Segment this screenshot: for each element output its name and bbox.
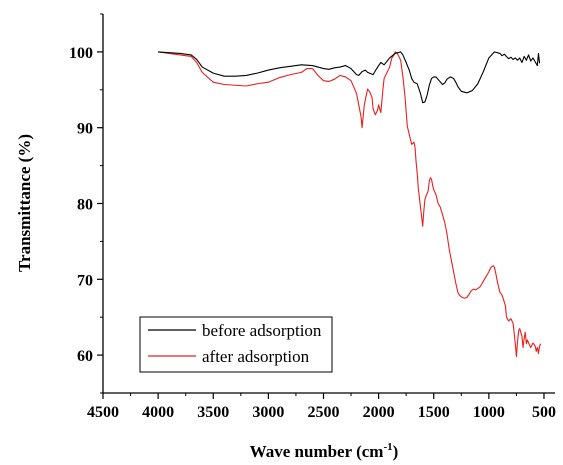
series-line-after-adsorption <box>158 51 542 358</box>
x-axis: 4500 4000 3500 3000 2500 2000 1500 1000 500 <box>87 393 556 421</box>
x-tick-label-1500: 1500 <box>418 404 450 421</box>
y-tick-label-90: 90 <box>77 121 93 138</box>
x-tick-label-4500: 4500 <box>87 404 119 421</box>
x-tick-label-2000: 2000 <box>363 404 395 421</box>
legend-label-before: before adsorption <box>202 321 322 340</box>
y-tick-label-80: 80 <box>77 197 93 214</box>
y-tick-label-70: 70 <box>77 272 93 289</box>
legend: before adsorption after adsorption <box>139 316 333 373</box>
x-axis-title-close: ) <box>393 442 399 461</box>
series-line-before-adsorption <box>158 51 541 104</box>
x-axis-title: Wave number (cm-1) <box>250 441 399 461</box>
legend-label-after: after adsorption <box>202 347 310 366</box>
x-tick-label-4000: 4000 <box>142 404 174 421</box>
y-tick-label-100: 100 <box>69 45 93 62</box>
x-axis-title-superscript: -1 <box>383 441 392 453</box>
x-tick-label-500: 500 <box>532 404 556 421</box>
x-axis-title-main: Wave number (cm <box>250 442 384 461</box>
legend-box <box>139 316 333 373</box>
y-tick-label-60: 60 <box>77 348 93 365</box>
series-layer <box>158 51 542 358</box>
y-axis-title: Transmittance (%) <box>15 134 34 272</box>
x-tick-label-3000: 3000 <box>252 404 284 421</box>
x-tick-label-1000: 1000 <box>473 404 505 421</box>
x-tick-label-3500: 3500 <box>197 404 229 421</box>
x-tick-label-2500: 2500 <box>307 404 339 421</box>
y-axis: 60 70 80 90 100 <box>69 13 103 394</box>
